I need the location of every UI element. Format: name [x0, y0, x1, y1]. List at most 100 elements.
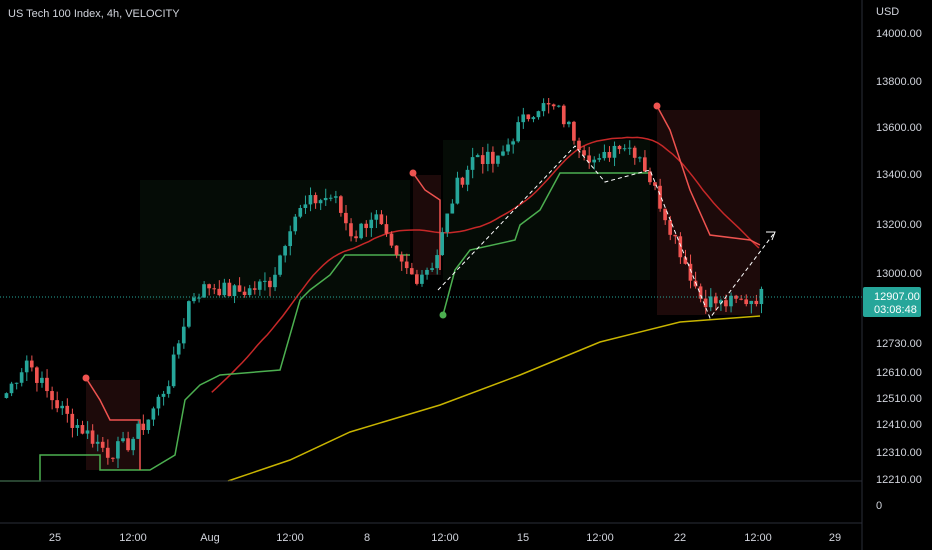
candle	[719, 298, 723, 311]
candle-body	[100, 441, 105, 448]
candle-body	[35, 367, 39, 383]
candle-body	[440, 232, 444, 256]
candle-body	[506, 144, 510, 152]
candle	[460, 176, 465, 188]
candle	[389, 231, 394, 248]
candle	[430, 262, 434, 273]
y-tick-label: 12730.00	[876, 338, 922, 350]
candle	[9, 381, 14, 397]
candle	[658, 178, 662, 212]
last-price-badge: 12907.00 03:08:48	[863, 287, 921, 317]
candle-body	[713, 296, 718, 304]
candle	[222, 278, 227, 298]
candle	[501, 145, 505, 157]
candle-body	[14, 382, 19, 384]
candle-body	[597, 158, 602, 160]
candle	[688, 254, 693, 289]
candle-body	[242, 291, 247, 296]
candle	[339, 195, 343, 217]
x-tick-label: 12:00	[276, 532, 304, 544]
candle-body	[445, 213, 450, 233]
candle-body	[734, 295, 738, 299]
candle-body	[126, 438, 130, 451]
zigzag-pattern-line	[437, 145, 776, 320]
candle	[496, 155, 500, 167]
candle-body	[724, 300, 728, 307]
candle-body	[607, 151, 612, 158]
candle	[577, 137, 581, 159]
candle-body	[668, 220, 672, 235]
candle	[536, 110, 541, 120]
candle-body	[673, 234, 678, 237]
candle	[440, 227, 444, 256]
candle	[364, 220, 368, 237]
candle-body	[222, 282, 227, 296]
candle-body	[328, 197, 333, 199]
time-axis[interactable]: 25 12:00 Aug 12:00 8 12:00 15 12:00 22 12:00 29	[49, 532, 841, 544]
candle-body	[141, 423, 146, 431]
x-tick-label: 8	[364, 532, 370, 544]
candle-body	[399, 254, 404, 262]
supertrend-up-line	[0, 254, 410, 482]
candle-body	[171, 354, 176, 387]
candle-body	[105, 447, 110, 458]
candle	[19, 368, 24, 387]
candle-body	[197, 297, 201, 299]
candle-body	[465, 169, 470, 185]
candle	[506, 138, 510, 156]
candle	[703, 289, 708, 314]
candle	[288, 225, 292, 256]
candle	[653, 182, 657, 191]
candle	[318, 198, 323, 211]
candle	[252, 281, 257, 295]
y-tick-label: 13400.00	[876, 169, 922, 181]
candle	[90, 424, 95, 448]
candle	[572, 120, 576, 145]
y-tick-label: 12210.00	[876, 474, 922, 486]
candle	[541, 98, 546, 117]
candle-body	[389, 233, 394, 246]
candle-body	[688, 263, 693, 281]
candle-body	[313, 195, 318, 204]
candle-body	[156, 396, 161, 409]
candle-body	[698, 286, 703, 299]
candle-body	[323, 197, 328, 201]
candle-body	[501, 151, 505, 156]
candle	[551, 103, 556, 110]
candle	[617, 144, 622, 154]
candle-body	[409, 268, 414, 275]
price-axis[interactable]: USD 14000.00 13800.00 13600.00 13400.00 1320…	[876, 6, 922, 486]
candle	[425, 267, 429, 280]
candle	[607, 146, 612, 162]
candle-body	[273, 274, 277, 288]
candle-body	[227, 282, 232, 297]
candle	[161, 390, 166, 406]
candle-body	[70, 413, 75, 428]
candle	[637, 156, 642, 163]
candle	[511, 138, 515, 154]
candle-body	[759, 288, 764, 305]
candle-body	[288, 231, 292, 247]
candle-body	[536, 111, 541, 118]
candle-body	[9, 383, 14, 394]
candle-body	[663, 208, 667, 221]
candle	[561, 104, 566, 128]
candle	[349, 218, 353, 242]
candle-body	[176, 343, 181, 355]
candle-body	[627, 147, 632, 149]
candle	[156, 394, 161, 416]
candle-body	[339, 196, 343, 213]
y-tick-label: 12510.00	[876, 393, 922, 405]
candle	[698, 283, 703, 303]
currency-label: USD	[876, 6, 899, 18]
x-tick-label: 15	[517, 532, 529, 544]
x-tick-label: 12:00	[119, 532, 147, 544]
candle-body	[622, 148, 627, 150]
supertrend-flip-marker	[653, 102, 661, 110]
candle-body	[95, 441, 100, 444]
candle-body	[430, 268, 434, 270]
candle-body	[333, 196, 338, 198]
candle	[40, 371, 44, 388]
candle	[293, 214, 298, 235]
candle	[521, 107, 526, 129]
